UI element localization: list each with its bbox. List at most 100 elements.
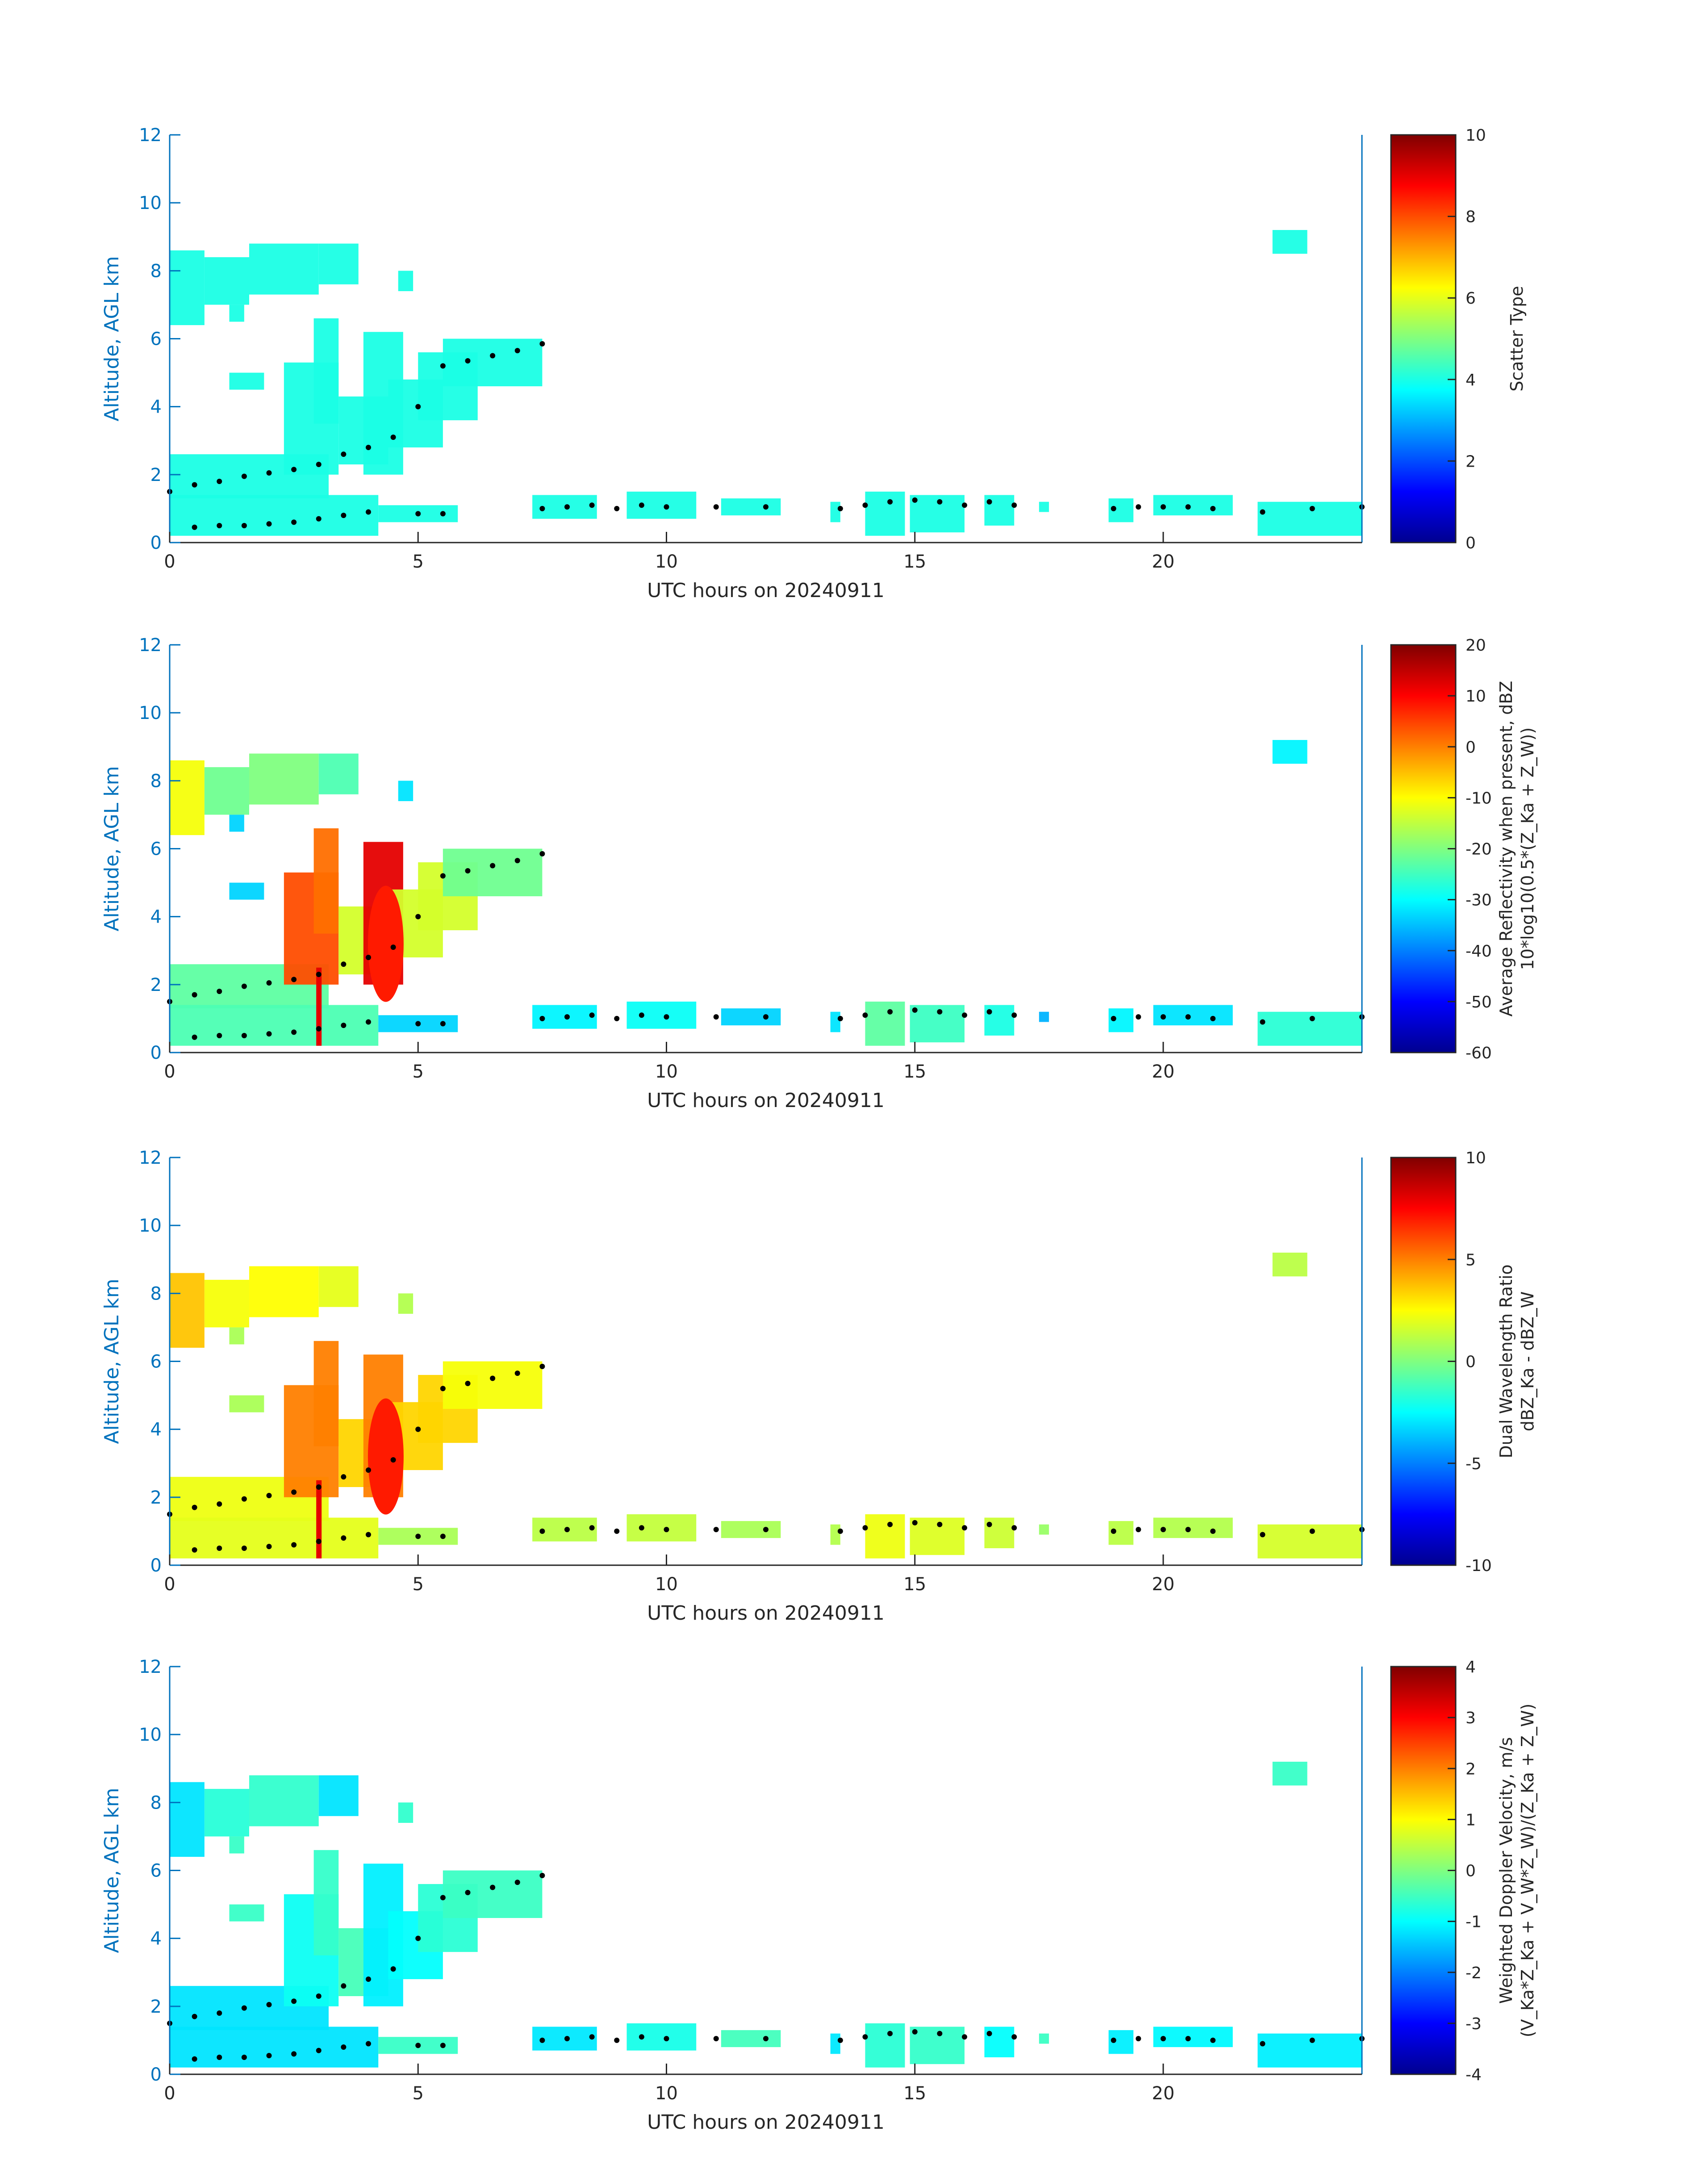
cloud-base-point: [763, 504, 768, 510]
colorbar-label: Average Reflectivity when present, dBZ: [1496, 681, 1516, 1017]
colorbar-tick-label: 2: [1466, 452, 1476, 471]
colorbar-tick-label: 10: [1466, 126, 1486, 145]
cloud-patch: [313, 1850, 339, 1956]
cloud-patch: [318, 753, 359, 794]
cloud-base-point: [1260, 1019, 1265, 1025]
cloud-base-point: [440, 1895, 446, 1901]
cloud-base-point: [514, 348, 520, 354]
y-tick-label: 8: [150, 1283, 162, 1304]
cloud-base-point: [1136, 2036, 1141, 2042]
x-tick-label: 15: [903, 1574, 926, 1595]
cloud-base-point: [266, 1031, 272, 1037]
cloud-base-point: [490, 1885, 496, 1890]
colorbar-tick-label: 10: [1466, 687, 1486, 706]
cloud-patch: [1257, 2033, 1362, 2068]
cloud-base-point: [763, 1014, 768, 1020]
cloud-patch: [398, 781, 413, 801]
colorbar-tick-label: 0: [1466, 1862, 1476, 1880]
colorbar-tick-label: -10: [1466, 789, 1492, 807]
colorbar-tick-label: -50: [1466, 993, 1492, 1011]
cloud-base-point: [986, 1521, 992, 1527]
cloud-base-point: [962, 1012, 967, 1018]
cloud-base-point: [366, 2041, 371, 2047]
cloud-patch: [1272, 230, 1307, 254]
cloud-base-point: [1011, 502, 1017, 508]
cloud-base-point: [1210, 1528, 1216, 1534]
cloud-base-point: [316, 1026, 322, 1032]
cloud-base-point: [341, 513, 347, 518]
x-tick-label: 15: [903, 552, 926, 572]
cloud-patch: [313, 1341, 339, 1446]
cloud-patch: [1257, 501, 1362, 536]
cloud-patch: [249, 1266, 319, 1317]
cloud-base-point: [937, 1521, 943, 1527]
cloud-base-point: [415, 404, 421, 409]
cloud-base-point: [341, 1983, 347, 1989]
heatmap-cells: [170, 1253, 1362, 1559]
colorbar-tick-label: 10: [1466, 1149, 1486, 1167]
cloud-base-point: [862, 2034, 868, 2040]
cloud-base-markers: [167, 851, 1365, 1040]
cloud-base-point: [514, 1880, 520, 1885]
cloud-base-point: [415, 2043, 421, 2048]
y-tick-label: 8: [150, 771, 162, 791]
cloud-base-point: [316, 1484, 322, 1490]
cloud-base-point: [713, 504, 719, 510]
cloud-base-point: [1111, 2037, 1116, 2043]
y-tick-label: 12: [139, 125, 162, 146]
cloud-base-point: [217, 1501, 222, 1507]
cloud-base-point: [366, 1976, 371, 1982]
core-patch: [367, 886, 404, 1002]
cloud-base-point: [415, 1534, 421, 1539]
x-axis-label: UTC hours on 20240911: [647, 579, 885, 602]
cloud-patch: [204, 1279, 249, 1328]
cloud-patch: [318, 243, 359, 284]
y-tick-label: 10: [139, 1216, 162, 1236]
y-tick-label: 10: [139, 1725, 162, 1745]
cloud-base-point: [316, 2047, 322, 2053]
heatmap-cells: [170, 740, 1362, 1046]
cloud-base-point: [316, 462, 322, 468]
cloud-base-point: [366, 509, 371, 515]
cloud-base-point: [713, 2036, 719, 2042]
cloud-patch: [318, 1266, 359, 1307]
cloud-base-point: [1011, 1525, 1017, 1531]
cloud-base-point: [887, 1521, 893, 1527]
colorbar-tick-label: 2: [1466, 1760, 1476, 1778]
cloud-base-point: [291, 467, 297, 472]
cloud-base-point: [837, 1015, 843, 1021]
cloud-patch: [170, 2027, 379, 2068]
cloud-base-point: [589, 1012, 595, 1018]
cloud-patch: [170, 1005, 379, 1046]
cloud-base-point: [217, 1032, 222, 1038]
y-tick-label: 8: [150, 1793, 162, 1813]
cloud-base-point: [192, 2056, 197, 2062]
colorbar-tick-label: -60: [1466, 1044, 1492, 1062]
cloud-base-point: [241, 1032, 247, 1038]
cloud-base-point: [1136, 1527, 1141, 1533]
x-tick-label: 5: [413, 1574, 424, 1595]
cloud-patch: [170, 1273, 205, 1348]
cloud-patch: [1153, 2027, 1233, 2047]
x-tick-label: 20: [1152, 1574, 1175, 1595]
y-tick-label: 2: [150, 1997, 162, 2017]
colorbar-label: Scatter Type: [1507, 286, 1527, 391]
cloud-base-point: [539, 851, 545, 857]
y-tick-label: 4: [150, 907, 162, 928]
cloud-base-point: [986, 499, 992, 505]
y-tick-label: 6: [150, 839, 162, 860]
cloud-base-point: [291, 1998, 297, 2004]
cloud-patch: [910, 495, 965, 533]
y-tick-label: 8: [150, 261, 162, 281]
cloud-base-point: [1111, 506, 1116, 511]
cloud-patch: [249, 243, 319, 295]
colorbar-tick-label: -5: [1466, 1455, 1482, 1473]
colorbar-tick-label: -10: [1466, 1557, 1492, 1575]
cloud-patch: [170, 1517, 379, 1559]
cloud-base-point: [1309, 1015, 1315, 1021]
cloud-patch: [204, 1788, 249, 1837]
cloud-base-point: [415, 511, 421, 517]
cloud-base-point: [862, 1012, 868, 1018]
y-tick-label: 2: [150, 1488, 162, 1508]
cloud-patch: [1039, 501, 1049, 512]
